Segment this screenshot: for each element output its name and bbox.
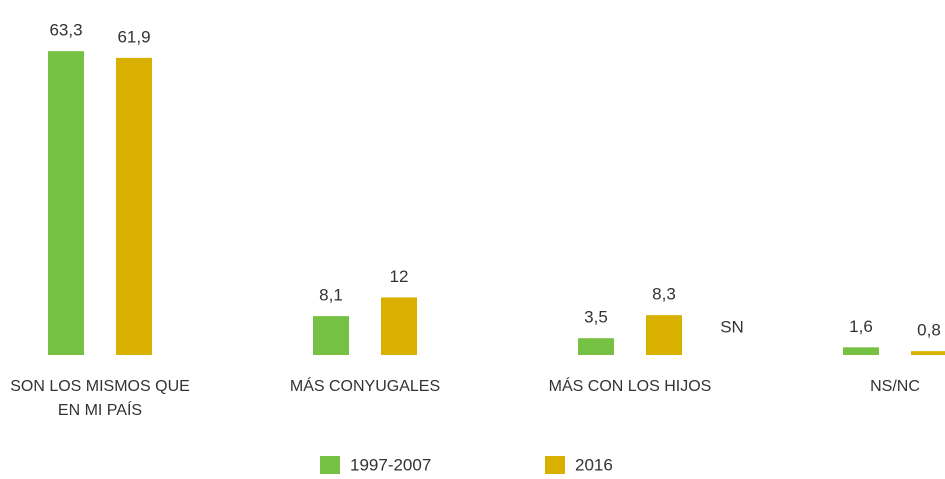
value-label: 3,5	[584, 308, 608, 327]
x-tick-label: MÁS CONYUGALES	[289, 378, 441, 395]
legend-label: 2016	[575, 455, 613, 474]
legend-label: 1997-2007	[350, 455, 431, 474]
value-label: 63,3	[49, 21, 82, 40]
bar	[843, 347, 879, 355]
annotation: SN	[720, 317, 744, 336]
value-label: 12	[390, 267, 409, 286]
bar	[646, 315, 682, 355]
legend-swatch	[320, 456, 340, 474]
bar	[313, 316, 349, 355]
legend-swatch	[545, 456, 565, 474]
value-label: 8,3	[652, 285, 676, 304]
value-label: 1,6	[849, 317, 873, 336]
bar	[911, 351, 945, 355]
x-tick-label: NS/NC	[870, 378, 920, 395]
bar	[381, 297, 417, 355]
bar	[116, 57, 152, 355]
x-tick-label: SON LOS MISMOS QUE EN MI PAÍS	[10, 378, 190, 419]
value-label: 0,8	[917, 321, 941, 340]
bar	[48, 51, 84, 355]
x-tick-label: MÁS CON LOS HIJOS	[548, 378, 712, 395]
bar	[578, 338, 614, 355]
value-label: 61,9	[117, 27, 150, 46]
value-label: 8,1	[319, 286, 343, 305]
